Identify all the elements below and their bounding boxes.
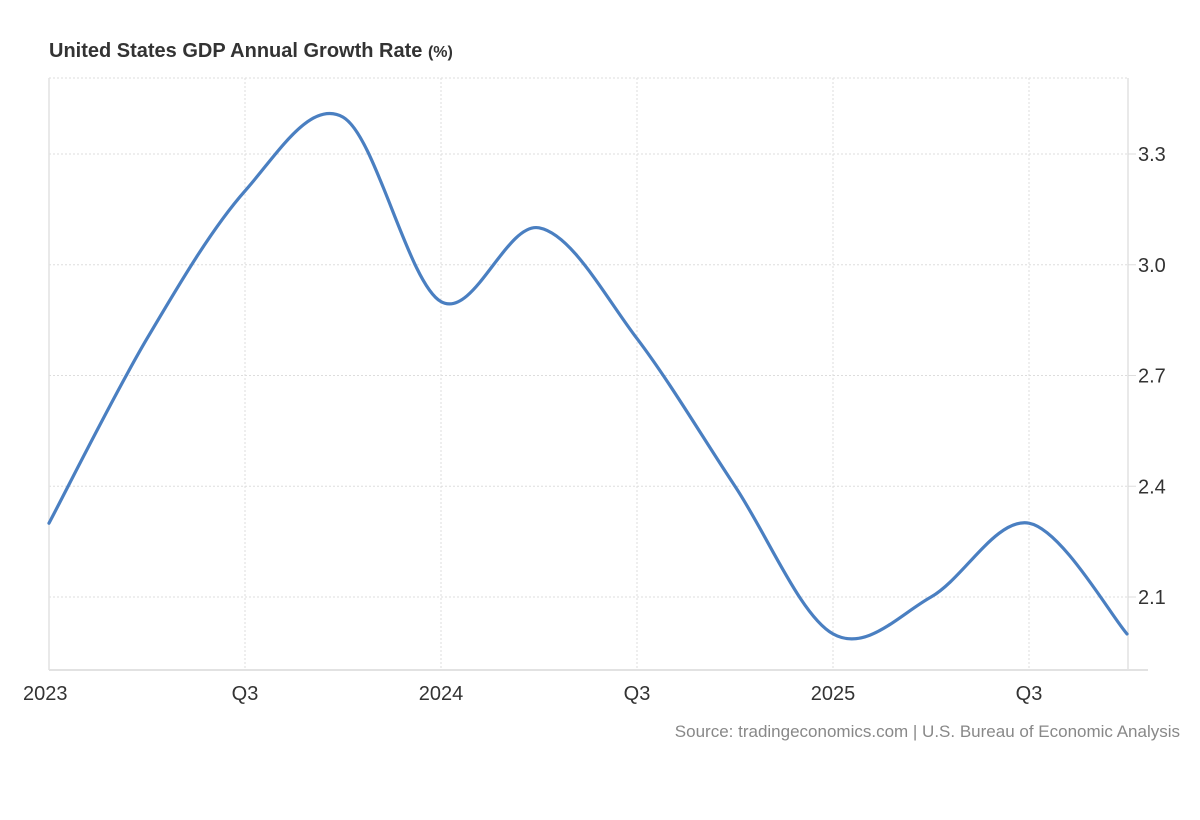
x-tick-label: 2025	[811, 683, 856, 705]
chart-title-text: United States GDP Annual Growth Rate	[49, 40, 423, 62]
axes	[48, 78, 1148, 671]
y-tick-label: 3.3	[1138, 144, 1166, 166]
y-axis-ticks: 2.1 2.4 2.7 3.0 3.3	[1128, 144, 1166, 609]
x-tick-label: 2023	[23, 683, 68, 705]
x-axis-ticks: 2023 Q3 2024 Q3 2025 Q3	[23, 683, 1042, 705]
source-text: Source: tradingeconomics.com | U.S. Bure…	[674, 722, 1180, 741]
series-group	[47, 111, 1129, 641]
y-tick-label: 3.0	[1138, 255, 1166, 277]
y-tick-label: 2.1	[1138, 587, 1166, 609]
y-tick-label: 2.7	[1138, 366, 1166, 388]
x-tick-label: Q3	[624, 683, 651, 705]
grid-lines	[49, 77, 1128, 670]
y-tick-label: 2.4	[1138, 476, 1166, 498]
series-line	[47, 111, 1129, 641]
chart-title: United States GDP Annual Growth Rate (%)	[49, 40, 453, 63]
x-tick-label: Q3	[232, 683, 259, 705]
x-tick-label: 2024	[419, 683, 464, 705]
chart-title-unit: (%)	[427, 44, 453, 61]
x-tick-label: Q3	[1016, 683, 1043, 705]
